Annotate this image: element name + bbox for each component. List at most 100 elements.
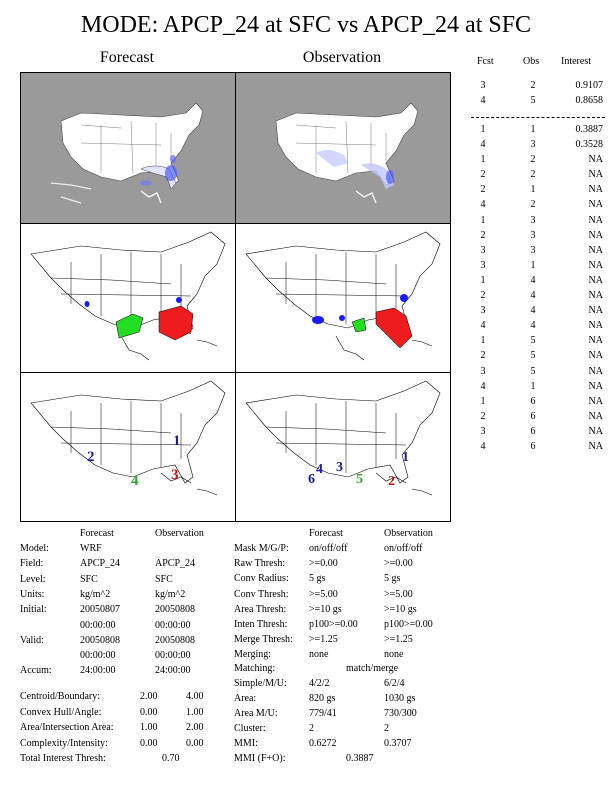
matching-label: Matching: [234, 663, 276, 674]
interest-value: NA [588, 169, 603, 181]
interest-row: 2 4 NA [455, 290, 605, 305]
interest-fcst: 3 [480, 365, 486, 377]
info-forecast-value: APCP_24 [80, 558, 121, 570]
info-forecast-value: 20050808 [80, 634, 120, 646]
info-forecast-value: none [309, 649, 329, 661]
info-observation-value: 24:00:00 [155, 665, 191, 677]
observation-object-label-5: 5 [356, 472, 363, 487]
interest-fcst: 4 [480, 199, 486, 211]
interest-value: 0.3887 [575, 124, 604, 135]
raw-field-land [275, 102, 419, 204]
interest-value: NA [588, 305, 603, 317]
interest-obs: 5 [530, 365, 536, 377]
interest-table-header: Fcst Obs Interest [455, 56, 605, 68]
interest-fcst: 3 [480, 259, 486, 271]
interest-row: 4 5 0.8658 [455, 95, 605, 110]
mmi-fo-label: MMI (F+O): [234, 753, 286, 764]
interest-fcst: 4 [480, 139, 486, 151]
interest-fcst: 3 [480, 244, 486, 256]
interest-obs: 1 [530, 124, 536, 135]
interest-row: 2 5 NA [455, 350, 605, 365]
info-forecast-value: >=0.00 [309, 558, 338, 570]
interest-fcst: 3 [480, 425, 486, 437]
interest-fcst: 1 [480, 214, 486, 226]
header-obs: Obs [523, 56, 540, 67]
interest-obs: 4 [530, 274, 536, 286]
interest-obs: 1 [530, 259, 536, 271]
interest-value: NA [588, 410, 603, 422]
interest-fcst: 2 [480, 410, 486, 422]
observation-object-label-4: 4 [316, 462, 323, 477]
interest-obs: 2 [530, 154, 536, 166]
interest-fcst: 2 [480, 229, 486, 241]
raw-field-land [50, 102, 204, 204]
interest-row: 1 1 0.3887 [455, 124, 605, 139]
info-forecast-value: 5 gs [309, 573, 326, 585]
info-label: Accum: [20, 665, 52, 677]
info-observation-value: >=5.00 [384, 588, 413, 600]
info-observation-value: none [384, 649, 404, 661]
info-observation-value: 1030 gs [384, 693, 416, 704]
interest-divider [471, 117, 605, 118]
interest-top-rows: 3 2 0.9107 4 5 0.8658 [455, 80, 605, 110]
info-observation-value: >=0.00 [384, 558, 413, 570]
info-forecast-value: 0.6272 [309, 738, 337, 749]
weight-value-b: 1.00 [186, 706, 204, 718]
observation-object-label-6: 6 [308, 472, 315, 487]
info-forecast-value: kg/m^2 [80, 588, 111, 600]
observation-objects-map-svg [245, 231, 441, 361]
info-observation-value: 6/2/4 [384, 678, 405, 689]
interest-obs: 1 [530, 380, 536, 392]
interest-value: NA [588, 259, 603, 271]
info-forecast-value: WRF [80, 543, 102, 554]
forecast-object-ids-map: 2 1 4 3 [20, 372, 236, 522]
observation-raw-map-svg [275, 102, 419, 204]
info-observation-value: 20050808 [155, 634, 195, 646]
interest-row: 1 5 NA [455, 335, 605, 350]
header-fcst: Fcst [477, 56, 494, 67]
weight-value-b: 2.00 [186, 722, 204, 733]
info-label: Raw Thresh: [234, 558, 286, 570]
interest-value: NA [588, 274, 603, 286]
observation-raw-field-map [235, 72, 451, 224]
interest-obs: 5 [530, 335, 536, 347]
interest-fcst: 2 [480, 350, 486, 362]
interest-obs: 2 [530, 199, 536, 211]
info-forecast-value: 20050807 [80, 604, 120, 616]
interest-fcst: 4 [480, 95, 486, 106]
weight-value-a: 2.00 [140, 691, 158, 702]
interest-value: NA [588, 365, 603, 377]
interest-value: NA [588, 244, 603, 256]
mmi-fo-value: 0.3887 [346, 753, 374, 764]
forecast-object-label-2: 2 [87, 449, 95, 465]
info-label: Conv Thresh: [234, 588, 289, 600]
info-observation-value: 2 [384, 723, 389, 734]
weight-value-b: 0.00 [186, 737, 204, 749]
forecast-object-label-3: 3 [171, 467, 179, 483]
interest-row: 4 4 NA [455, 320, 605, 335]
info-left-header-observation: Observation [155, 528, 204, 539]
interest-obs: 6 [530, 410, 536, 422]
interest-other-rows: 1 1 0.3887 4 3 0.3528 1 2 NA 2 2 NA 2 1 NA 4 2 NA 1 3 NA 2 3 NA… [455, 124, 605, 456]
info-observation-value: 0.3707 [384, 738, 412, 749]
interest-row: 3 2 0.9107 [455, 80, 605, 95]
forecast-objects-map-svg [30, 231, 226, 361]
weight-label: Area/Intersection Area: [20, 722, 114, 733]
interest-row: 2 6 NA [455, 411, 605, 426]
total-interest-label: Total Interest Thresh: [20, 753, 106, 764]
interest-value: NA [588, 380, 603, 392]
interest-row: 4 3 0.3528 [455, 139, 605, 154]
interest-row: 3 3 NA [455, 245, 605, 260]
info-label: Initial: [20, 604, 47, 616]
matching-value: match/merge [346, 663, 399, 674]
info-forecast-value: 00:00:00 [80, 619, 116, 631]
interest-obs: 6 [530, 440, 536, 452]
interest-fcst: 1 [480, 335, 486, 347]
interest-obs: 6 [530, 395, 536, 407]
interest-row: 1 2 NA [455, 154, 605, 169]
info-label: Merging: [234, 649, 272, 661]
interest-obs: 3 [530, 244, 536, 256]
interest-obs: 4 [530, 290, 536, 302]
info-label: Valid: [20, 634, 44, 646]
interest-value: NA [588, 214, 603, 226]
